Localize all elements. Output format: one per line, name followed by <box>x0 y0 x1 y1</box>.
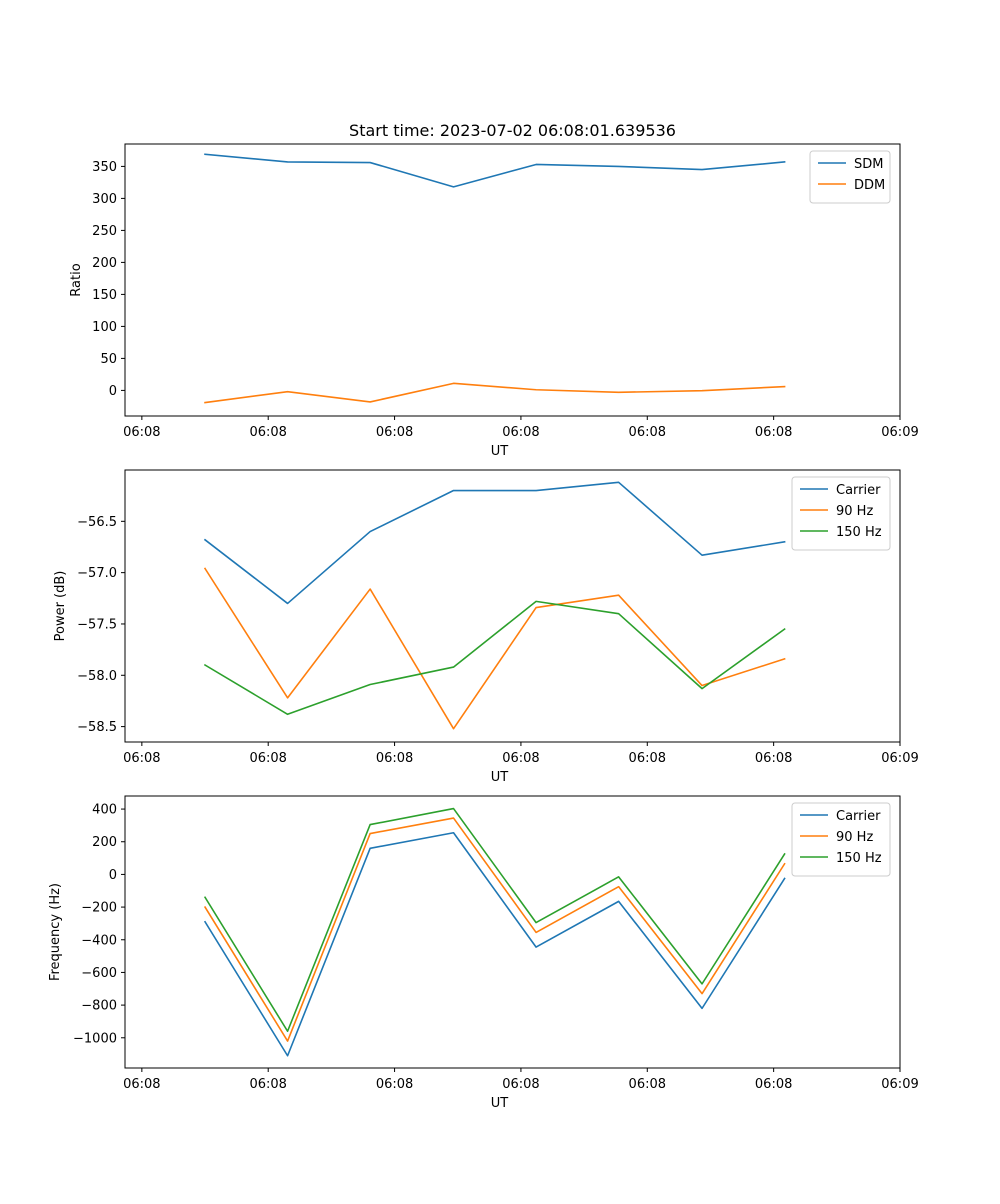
chart-1-legend-label: SDM <box>854 157 883 172</box>
chart-3-legend: Carrier 90 Hz 150 Hz <box>791 802 891 877</box>
chart-3-y-tick-label: 200 <box>92 835 117 850</box>
chart-3-y-axis-label: Frequency (Hz) <box>48 883 63 981</box>
chart-1-y-tick-label: 0 <box>109 384 117 399</box>
chart-2-x-tick-label: 06:08 <box>249 751 286 766</box>
chart-2-axes-frame <box>124 469 901 743</box>
chart-3-x-axis-label: UT <box>491 1096 509 1111</box>
chart-2-x-axis-label: UT <box>491 770 509 785</box>
chart-1-y-tick-label: 100 <box>92 320 117 335</box>
chart-3-y-tick-label: −400 <box>81 933 117 948</box>
chart-2-x-tick-label: 06:09 <box>881 751 918 766</box>
chart-2: 06:08 06:08 06:08 06:08 06:08 06:08 06:09 −58.5… <box>53 469 919 785</box>
chart-3-x-tick-label: 06:08 <box>249 1077 286 1092</box>
chart-3-y-tick-label: 400 <box>92 803 117 818</box>
chart-1-y-tick-label: 200 <box>92 256 117 271</box>
chart-3-y-tick-label: −1000 <box>73 1031 117 1046</box>
chart-2-x-tick-label: 06:08 <box>376 751 413 766</box>
chart-1-x-tick-label: 06:08 <box>755 425 792 440</box>
chart-1-series-sdm-line <box>204 153 786 188</box>
chart-3-legend-label: 150 Hz <box>836 851 882 866</box>
chart-1-x-tick-label: 06:09 <box>881 425 918 440</box>
chart-1: Start time: 2023-07-02 06:08:01.639536 06… <box>69 121 919 459</box>
chart-3-axes-frame <box>124 795 901 1069</box>
chart-2-x-tick-label: 06:08 <box>123 751 160 766</box>
chart-3-series-carrier-line <box>203 831 786 1057</box>
chart-3-legend-label: Carrier <box>836 809 881 824</box>
chart-2-series-150-hz-line <box>203 600 786 716</box>
chart-1-y-tick-label: 350 <box>92 160 117 175</box>
chart-1-axes-frame <box>124 143 901 417</box>
chart-1-x-tick-label: 06:08 <box>629 425 666 440</box>
chart-2-series-90-hz-line <box>203 567 786 730</box>
chart-3-y-tick-label: −800 <box>81 999 117 1014</box>
chart-1-legend-box <box>809 150 891 204</box>
chart-3-y-tick-label: −600 <box>81 966 117 981</box>
chart-1-x-tick-label: 06:08 <box>376 425 413 440</box>
chart-1-series-ddm-line <box>204 382 786 404</box>
chart-3-x-tick-label: 06:08 <box>376 1077 413 1092</box>
chart-1-y-tick-label: 150 <box>92 288 117 303</box>
chart-3-x-tick-label: 06:08 <box>629 1077 666 1092</box>
chart-3-y-tick-label: −200 <box>81 901 117 916</box>
chart-3-x-tick-label: 06:08 <box>755 1077 792 1092</box>
chart-1-title: Start time: 2023-07-02 06:08:01.639536 <box>349 121 676 140</box>
chart-3-series-150-hz-line <box>203 807 786 1033</box>
chart-3-x-tick-label: 06:08 <box>123 1077 160 1092</box>
chart-1-y-tick-label: 250 <box>92 224 117 239</box>
chart-2-legend-label: 90 Hz <box>836 504 873 519</box>
chart-2-legend-label: 150 Hz <box>836 525 882 540</box>
chart-1-legend-label: DDM <box>854 178 885 193</box>
chart-2-legend: Carrier 90 Hz 150 Hz <box>791 476 891 551</box>
chart-3-x-tick-label: 06:09 <box>881 1077 918 1092</box>
chart-2-x-tick-label: 06:08 <box>755 751 792 766</box>
chart-1-y-tick-label: 50 <box>100 352 117 367</box>
chart-2-y-axis-label: Power (dB) <box>53 571 68 642</box>
chart-1-x-tick-label: 06:08 <box>249 425 286 440</box>
chart-2-x-tick-label: 06:08 <box>502 751 539 766</box>
chart-2-y-tick-label: −56.5 <box>77 515 117 530</box>
chart-1-x-tick-label: 06:08 <box>123 425 160 440</box>
chart-1-legend: SDM DDM <box>809 150 891 204</box>
chart-2-x-tick-label: 06:08 <box>629 751 666 766</box>
chart-2-series-carrier-line <box>203 481 786 605</box>
chart-3-y-tick-label: 0 <box>109 868 117 883</box>
chart-3-x-tick-label: 06:08 <box>502 1077 539 1092</box>
chart-3-legend-label: 90 Hz <box>836 830 873 845</box>
chart-2-legend-label: Carrier <box>836 483 881 498</box>
chart-2-y-tick-label: −57.5 <box>77 617 117 632</box>
chart-3-series-90-hz-line <box>203 817 786 1042</box>
chart-1-x-tick-label: 06:08 <box>502 425 539 440</box>
chart-2-y-tick-label: −58.0 <box>77 669 117 684</box>
chart-2-y-tick-label: −57.0 <box>77 566 117 581</box>
chart-2-y-tick-label: −58.5 <box>77 720 117 735</box>
chart-3: 06:08 06:08 06:08 06:08 06:08 06:08 06:09 −1000… <box>48 795 919 1111</box>
chart-1-x-axis-label: UT <box>491 444 509 459</box>
chart-1-y-tick-label: 300 <box>92 192 117 207</box>
chart-1-y-axis-label: Ratio <box>69 263 84 296</box>
